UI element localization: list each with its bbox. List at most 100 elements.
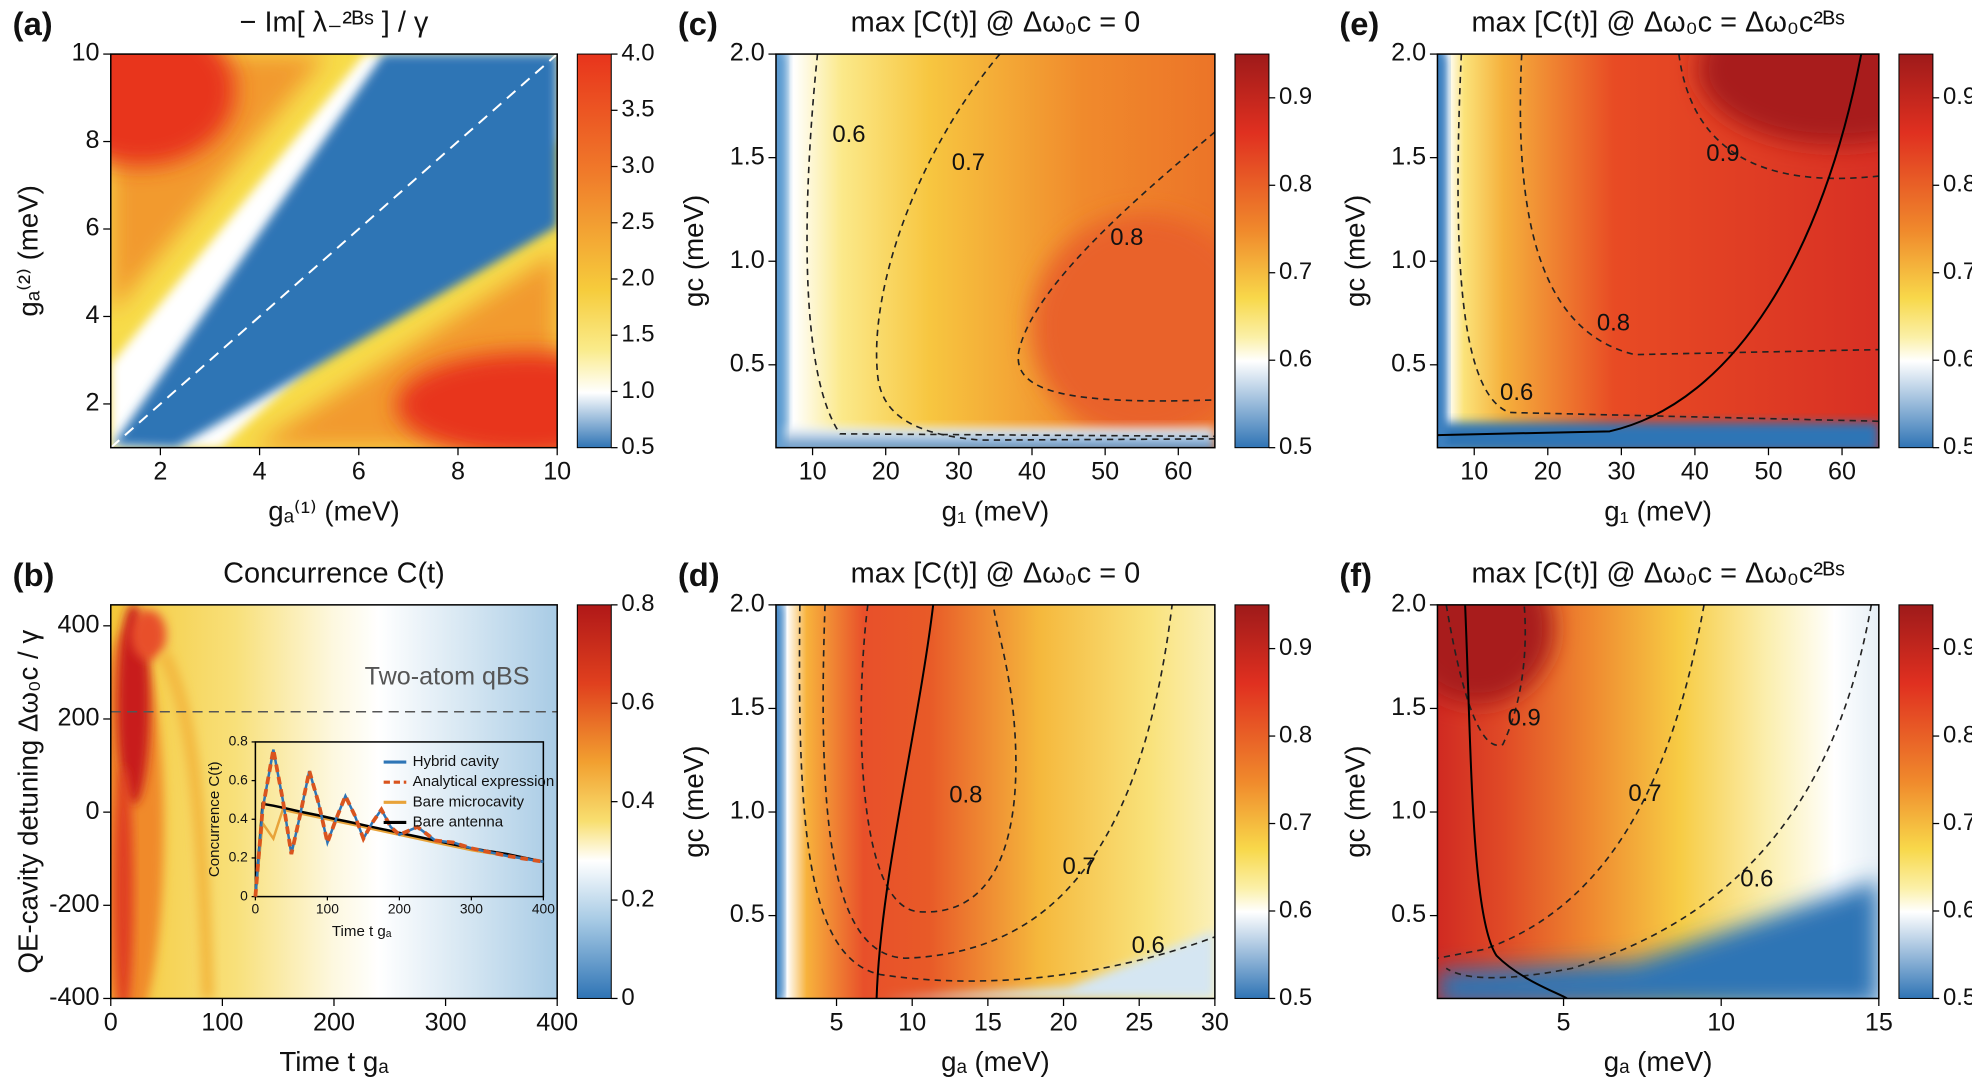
y-tick-label: 10 [71, 39, 99, 67]
heatmap-shape [113, 767, 134, 999]
y-tick-label: 2.0 [1391, 39, 1426, 67]
x-tick-label: 8 [451, 457, 465, 485]
y-tick-label: 1.5 [730, 142, 765, 170]
y-tick-label: -200 [49, 890, 99, 918]
x-tick-label: 15 [1865, 1008, 1893, 1036]
inset-line [254, 808, 544, 897]
annotation: Two-atom qBS [365, 662, 530, 690]
x-tick-label: 10 [1460, 457, 1488, 485]
x-tick-label: 5 [1557, 1008, 1571, 1036]
x-tick-label: 6 [352, 457, 366, 485]
colorbar-tick-label: 0.8 [1279, 721, 1312, 748]
chart-title: max [C(t)] @ Δω₀c = 0 [851, 7, 1141, 39]
y-axis-label: gc (meV) [678, 746, 709, 858]
colorbar-tick-label: 0.5 [1279, 433, 1312, 460]
heatmap-d [775, 604, 1215, 999]
colorbar-tick-label: 0.7 [1279, 258, 1312, 285]
x-tick-label: 400 [536, 1008, 578, 1036]
x-tick-label: 30 [945, 457, 973, 485]
heatmap-shape [875, 604, 935, 999]
contour-label: 0.6 [1500, 379, 1533, 406]
y-tick-label: 1.0 [1391, 797, 1426, 825]
colorbar-tick-label: 0.5 [1943, 984, 1972, 1011]
colorbar-tick-label: 2.5 [621, 208, 654, 235]
x-tick-label: 20 [872, 457, 900, 485]
x-tick-label: 100 [316, 901, 339, 917]
colorbar-tick-label: 0 [621, 984, 634, 1011]
colorbar-tick-label: 0.9 [1279, 634, 1312, 661]
heatmap-shape [1445, 604, 1527, 747]
y-tick-label: 1.0 [730, 797, 765, 825]
contour-label: 0.8 [1110, 224, 1143, 251]
heatmap-shape [1464, 604, 1568, 999]
x-tick-label: 60 [1164, 457, 1192, 485]
plot-frame [1436, 53, 1880, 449]
x-tick-label: 300 [425, 1008, 467, 1036]
heatmap-shape [110, 54, 558, 448]
colorbar-tick-label: 0.5 [1943, 433, 1972, 460]
heatmap-e [1437, 54, 1879, 448]
y-tick-label: 0.5 [1391, 900, 1426, 928]
panel-label: (c) [678, 5, 718, 42]
y-axis-label: gc (meV) [1339, 746, 1370, 858]
heatmap-shape [157, 651, 214, 999]
colorbar-tick-label: 4.0 [621, 39, 654, 66]
colorbar-tick-label: 0.8 [1279, 171, 1312, 198]
contour-label: 0.6 [832, 121, 865, 148]
panel-label: (e) [1339, 5, 1379, 42]
plot-frame [1436, 604, 1880, 1000]
heatmap-shape [113, 54, 558, 448]
plot-frame [110, 53, 558, 449]
y-axis-label: QE-cavity detuning Δω₀c / γ [13, 630, 44, 974]
x-axis-label: gₐ⁽¹⁾ (meV) [268, 495, 399, 526]
colorbar-tick-label: 3.0 [621, 152, 654, 179]
chart-title: max [C(t)] @ Δω₀c = Δω₀c²ᴮˢ [1471, 557, 1844, 589]
heatmap-b [110, 604, 558, 999]
colorbar-tick-label: 2.0 [621, 264, 654, 291]
y-tick-label: 1.0 [730, 246, 765, 274]
heatmap-shape [1437, 880, 1879, 999]
heatmap-shape [822, 604, 1173, 960]
x-tick-label: 10 [543, 457, 571, 485]
x-axis-label: Time t gₐ [279, 1046, 389, 1077]
heatmap-shape [1017, 131, 1215, 402]
contour-label: 0.9 [1508, 705, 1541, 732]
y-axis-label: gc (meV) [678, 195, 709, 307]
contour-label: 0.8 [949, 781, 982, 808]
y-tick-label: 1.5 [1391, 142, 1426, 170]
heatmap-shape [1697, 54, 1879, 145]
plot-frame [775, 604, 1216, 1000]
heatmap-shape [775, 427, 1215, 448]
colorbar-tick-label: 0.8 [1943, 171, 1972, 198]
inset-y-label: Concurrence C(t) [206, 761, 223, 877]
heatmap-shape [775, 604, 1215, 999]
x-tick-label: 40 [1681, 457, 1709, 485]
x-tick-label: 0 [252, 901, 260, 917]
colorbar-tick-label: 0.9 [1943, 634, 1972, 661]
colorbar-tick-label: 3.5 [621, 96, 654, 123]
x-axis-label: gₐ (meV) [1604, 1046, 1713, 1077]
x-tick-label: 10 [1707, 1008, 1735, 1036]
legend-label: Analytical expression [413, 773, 555, 790]
x-tick-label: 4 [253, 457, 267, 485]
x-tick-label: 20 [1050, 1008, 1078, 1036]
chart-title: − Im[ λ₋²ᴮˢ ] / γ [240, 7, 429, 39]
y-tick-label: 0.5 [1391, 349, 1426, 377]
colorbar-tick-label: 0.9 [1943, 83, 1972, 110]
x-tick-label: 300 [460, 901, 483, 917]
y-tick-label: 6 [85, 214, 99, 242]
heatmap-a [110, 54, 558, 448]
y-tick-label: 8 [85, 126, 99, 154]
heatmap-shape [1031, 213, 1215, 441]
heatmap-shape [1437, 604, 1705, 960]
colorbar-tick-label: 0.7 [1279, 809, 1312, 836]
x-axis-label: g₁ (meV) [942, 495, 1050, 526]
heatmap-shape [110, 604, 558, 999]
heatmap-shape [775, 604, 783, 999]
colorbar [576, 604, 612, 999]
heatmap-shape [1678, 54, 1879, 180]
plot-frame [775, 53, 1216, 449]
panel-label: (a) [13, 5, 53, 42]
colorbar-tick-label: 0.6 [1279, 346, 1312, 373]
